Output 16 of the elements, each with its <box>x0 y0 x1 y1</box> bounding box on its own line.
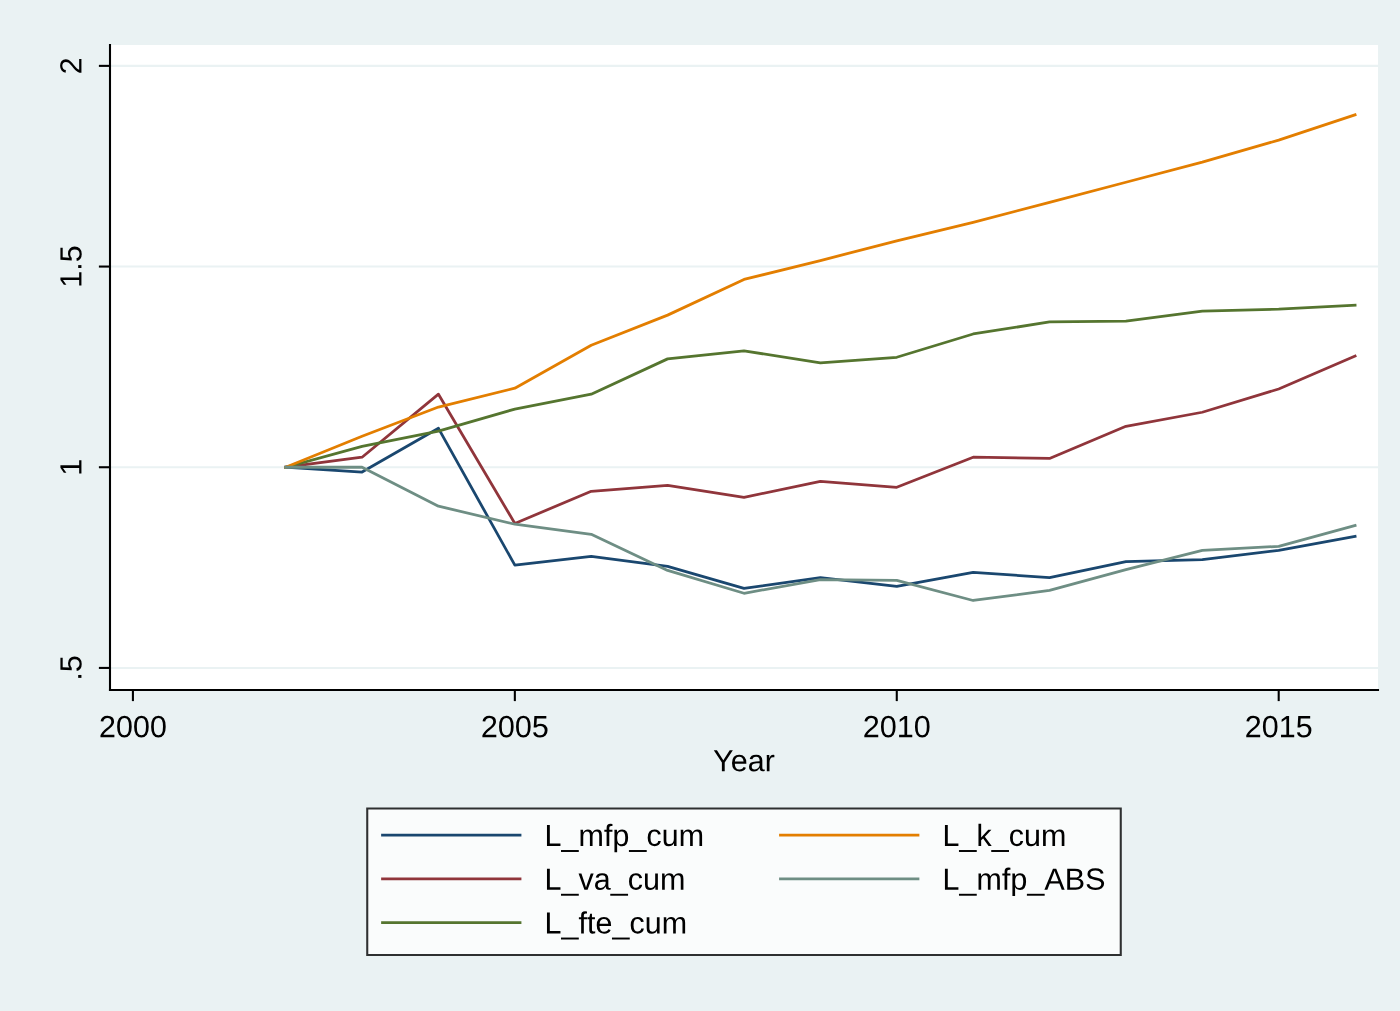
legend-label: L_k_cum <box>944 823 1065 852</box>
line-series <box>284 113 1357 469</box>
y-tick-label: 1.5 <box>60 246 82 286</box>
y-tick-label: .5 <box>60 656 82 678</box>
legend-label: L_va_cum <box>546 868 684 896</box>
y-tick-label: 1 <box>60 460 82 474</box>
y-tick-label: 2 <box>60 58 82 73</box>
legend-label: L_mfp_ABS <box>944 867 1105 896</box>
x-tick-label: 2005 <box>482 715 548 738</box>
line-series <box>284 465 1357 602</box>
x-tick-label: 2015 <box>1246 715 1312 738</box>
x-tick-label: 2010 <box>864 715 930 738</box>
x-axis-title: Year <box>713 750 775 772</box>
legend-label: L_mfp_cum <box>546 823 703 853</box>
x-tick-label: 2000 <box>100 715 166 738</box>
legend-label: L_fte_cum <box>546 911 686 940</box>
